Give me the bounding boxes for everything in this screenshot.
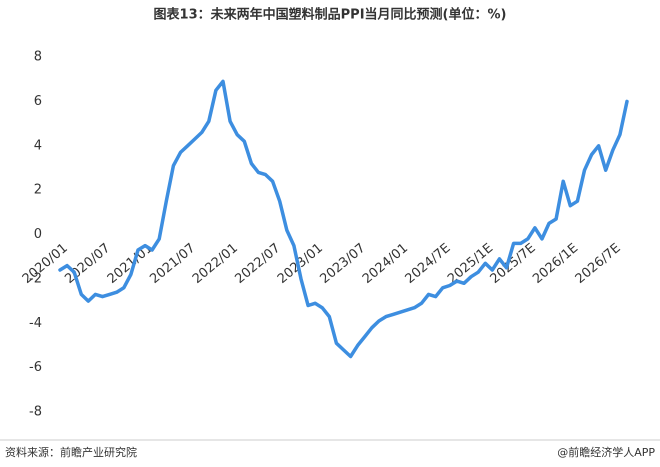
x-tick-label: 2026/7E [573, 241, 624, 287]
x-tick-label: 2020/01 [20, 241, 71, 287]
chart-title: 图表13：未来两年中国塑料制品PPI当月同比预测(单位：%) [154, 7, 507, 23]
x-tick-label: 2022/01 [190, 241, 241, 287]
y-tick-label: -6 [29, 360, 42, 375]
y-tick-label: -8 [29, 405, 42, 420]
x-tick-label: 2024/01 [360, 241, 411, 287]
x-tick-label: 2023/07 [317, 241, 368, 287]
x-tick-label: 2022/07 [232, 241, 283, 287]
x-tick-label: 2025/1E [445, 241, 496, 287]
data-line [58, 79, 629, 359]
y-tick-label: -4 [29, 316, 42, 331]
y-tick-label: 2 [34, 183, 42, 198]
y-tick-label: 4 [34, 138, 42, 153]
source: 资料来源：前瞻产业研究院 [5, 445, 137, 459]
y-tick-label: 0 [34, 227, 42, 242]
x-tick-label: 2020/07 [62, 241, 113, 287]
x-tick-label: 2024/7E [403, 241, 454, 287]
y-tick-label: 6 [34, 94, 42, 109]
y-tick-label: -2 [29, 271, 42, 286]
y-tick-label: 8 [34, 50, 42, 65]
x-tick-label: 2026/1E [530, 241, 581, 287]
credit: @前瞻经济学人APP [557, 445, 655, 459]
